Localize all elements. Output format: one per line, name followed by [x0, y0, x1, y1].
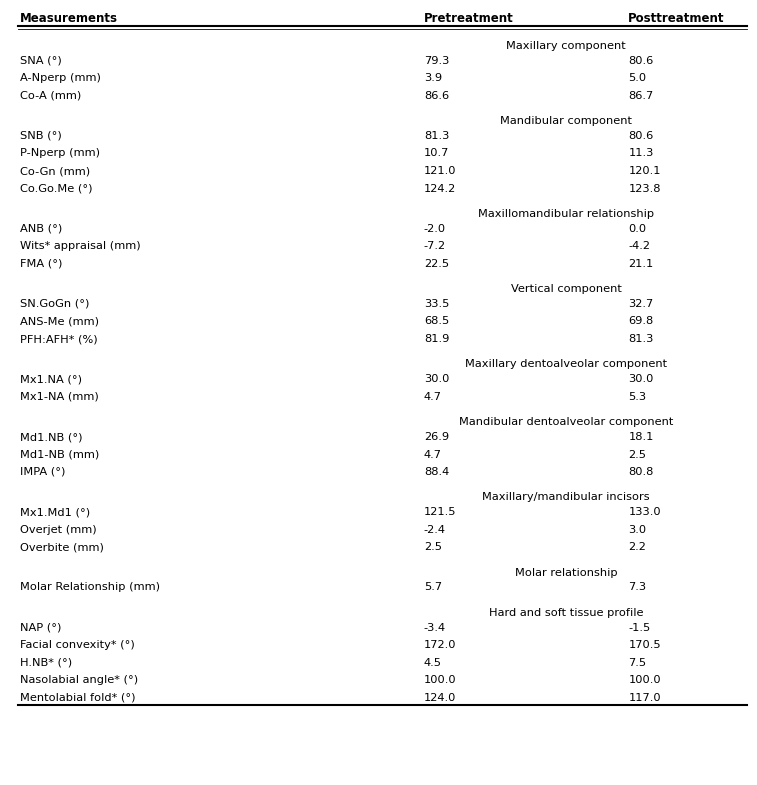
Text: 11.3: 11.3: [628, 148, 654, 159]
Text: Hard and soft tissue profile: Hard and soft tissue profile: [489, 608, 643, 618]
Text: Pretreatment: Pretreatment: [424, 12, 514, 25]
Text: Mx1.Md1 (°): Mx1.Md1 (°): [20, 507, 90, 517]
Text: 33.5: 33.5: [424, 299, 450, 309]
Text: 3.9: 3.9: [424, 73, 442, 83]
Text: P-Nperp (mm): P-Nperp (mm): [20, 148, 100, 159]
Text: H.NB* (°): H.NB* (°): [20, 658, 72, 668]
Text: 124.2: 124.2: [424, 184, 456, 193]
Text: Wits* appraisal (mm): Wits* appraisal (mm): [20, 241, 141, 251]
Text: 80.8: 80.8: [628, 467, 654, 477]
Text: Posttreatment: Posttreatment: [628, 12, 724, 25]
Text: Molar relationship: Molar relationship: [515, 568, 618, 578]
Text: -1.5: -1.5: [628, 623, 650, 633]
Text: 4.5: 4.5: [424, 658, 442, 668]
Text: 4.7: 4.7: [424, 392, 442, 402]
Text: -2.4: -2.4: [424, 524, 446, 535]
Text: 32.7: 32.7: [628, 299, 653, 309]
Text: 124.0: 124.0: [424, 692, 456, 703]
Text: 2.5: 2.5: [424, 542, 442, 553]
Text: Vertical component: Vertical component: [511, 284, 621, 294]
Text: 86.7: 86.7: [628, 91, 653, 100]
Text: 117.0: 117.0: [628, 692, 661, 703]
Text: ANS-Me (mm): ANS-Me (mm): [20, 316, 99, 327]
Text: Facial convexity* (°): Facial convexity* (°): [20, 641, 135, 650]
Text: 5.7: 5.7: [424, 582, 442, 593]
Text: 80.6: 80.6: [628, 56, 653, 66]
Text: 88.4: 88.4: [424, 467, 449, 477]
Text: SNB (°): SNB (°): [20, 131, 62, 141]
Text: Mentolabial fold* (°): Mentolabial fold* (°): [20, 692, 136, 703]
Text: 2.2: 2.2: [628, 542, 646, 553]
Text: -3.4: -3.4: [424, 623, 446, 633]
Text: 79.3: 79.3: [424, 56, 450, 66]
Text: -7.2: -7.2: [424, 241, 446, 251]
Text: 10.7: 10.7: [424, 148, 450, 159]
Text: Maxillary component: Maxillary component: [506, 41, 626, 51]
Text: 30.0: 30.0: [628, 374, 654, 384]
Text: 5.0: 5.0: [628, 73, 646, 83]
Text: 4.7: 4.7: [424, 450, 442, 459]
Text: 81.3: 81.3: [424, 131, 450, 141]
Text: A-Nperp (mm): A-Nperp (mm): [20, 73, 101, 83]
Text: 120.1: 120.1: [628, 166, 661, 176]
Text: Co.Go.Me (°): Co.Go.Me (°): [20, 184, 92, 193]
Text: Co-Gn (mm): Co-Gn (mm): [20, 166, 90, 176]
Text: SNA (°): SNA (°): [20, 56, 62, 66]
Text: 7.3: 7.3: [628, 582, 646, 593]
Text: Md1-NB (mm): Md1-NB (mm): [20, 450, 99, 459]
Text: 22.5: 22.5: [424, 259, 449, 268]
Text: Mx1-NA (mm): Mx1-NA (mm): [20, 392, 98, 402]
Text: Maxillary/mandibular incisors: Maxillary/mandibular incisors: [482, 492, 650, 502]
Text: 172.0: 172.0: [424, 641, 456, 650]
Text: Md1.NB (°): Md1.NB (°): [20, 432, 83, 442]
Text: Maxillomandibular relationship: Maxillomandibular relationship: [478, 209, 654, 219]
Text: -4.2: -4.2: [628, 241, 650, 251]
Text: Nasolabial angle* (°): Nasolabial angle* (°): [20, 675, 138, 685]
Text: 170.5: 170.5: [628, 641, 661, 650]
Text: 7.5: 7.5: [628, 658, 646, 668]
Text: Mx1.NA (°): Mx1.NA (°): [20, 374, 82, 384]
Text: 3.0: 3.0: [628, 524, 646, 535]
Text: 2.5: 2.5: [628, 450, 646, 459]
Text: Mandibular dentoalveolar component: Mandibular dentoalveolar component: [459, 417, 673, 427]
Text: Molar Relationship (mm): Molar Relationship (mm): [20, 582, 160, 593]
Text: PFH:AFH* (%): PFH:AFH* (%): [20, 334, 98, 344]
Text: 123.8: 123.8: [628, 184, 661, 193]
Text: Measurements: Measurements: [20, 12, 118, 25]
Text: 30.0: 30.0: [424, 374, 450, 384]
Text: -2.0: -2.0: [424, 224, 446, 234]
Text: 18.1: 18.1: [628, 432, 654, 442]
Text: 26.9: 26.9: [424, 432, 449, 442]
Text: Maxillary dentoalveolar component: Maxillary dentoalveolar component: [465, 360, 667, 370]
Text: 68.5: 68.5: [424, 316, 449, 327]
Text: 0.0: 0.0: [628, 224, 646, 234]
Text: 21.1: 21.1: [628, 259, 653, 268]
Text: FMA (°): FMA (°): [20, 259, 62, 268]
Text: 133.0: 133.0: [628, 507, 661, 517]
Text: 81.3: 81.3: [628, 334, 654, 344]
Text: Overjet (mm): Overjet (mm): [20, 524, 97, 535]
Text: 80.6: 80.6: [628, 131, 653, 141]
Text: 69.8: 69.8: [628, 316, 653, 327]
Text: ANB (°): ANB (°): [20, 224, 62, 234]
Text: 81.9: 81.9: [424, 334, 450, 344]
Text: IMPA (°): IMPA (°): [20, 467, 65, 477]
Text: 121.0: 121.0: [424, 166, 456, 176]
Text: Co-A (mm): Co-A (mm): [20, 91, 81, 100]
Text: 100.0: 100.0: [424, 675, 456, 685]
Text: 86.6: 86.6: [424, 91, 449, 100]
Text: 121.5: 121.5: [424, 507, 456, 517]
Text: Overbite (mm): Overbite (mm): [20, 542, 104, 553]
Text: NAP (°): NAP (°): [20, 623, 61, 633]
Text: 5.3: 5.3: [628, 392, 646, 402]
Text: 100.0: 100.0: [628, 675, 661, 685]
Text: SN.GoGn (°): SN.GoGn (°): [20, 299, 89, 309]
Text: Mandibular component: Mandibular component: [500, 116, 632, 126]
